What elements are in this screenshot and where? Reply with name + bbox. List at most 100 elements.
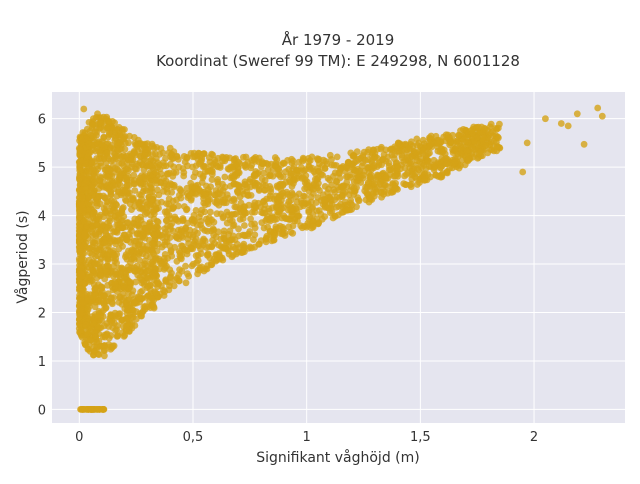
data-point	[465, 155, 472, 163]
data-point	[267, 185, 275, 193]
data-point	[94, 324, 102, 331]
data-point	[184, 270, 191, 278]
data-point	[100, 406, 108, 413]
data-point	[427, 132, 435, 140]
data-point	[564, 122, 572, 130]
data-point	[144, 282, 152, 290]
data-point	[228, 211, 235, 219]
data-point	[129, 313, 137, 321]
data-point	[197, 158, 204, 166]
data-point	[437, 164, 444, 172]
data-point	[164, 222, 171, 230]
data-point	[343, 207, 351, 214]
data-point	[83, 177, 90, 185]
data-point	[350, 152, 358, 160]
data-point	[557, 120, 565, 127]
data-point	[451, 158, 459, 166]
data-point	[265, 207, 273, 215]
data-point	[152, 289, 160, 296]
data-point	[230, 196, 238, 204]
data-point	[285, 198, 293, 205]
data-point	[111, 132, 119, 140]
data-point	[226, 238, 233, 246]
data-point	[135, 293, 142, 300]
data-point	[259, 209, 267, 217]
data-point	[297, 167, 305, 175]
x-tick-label: 0,5	[183, 430, 204, 445]
data-point	[108, 142, 115, 149]
data-point	[232, 250, 240, 258]
data-point	[333, 153, 341, 161]
data-point	[204, 251, 212, 259]
data-point	[309, 210, 317, 218]
data-point	[385, 159, 393, 167]
data-point	[229, 222, 237, 230]
data-point	[247, 215, 255, 223]
data-point	[167, 160, 174, 168]
data-point	[212, 233, 220, 241]
data-point	[87, 201, 95, 209]
data-point	[321, 197, 329, 205]
data-point	[133, 221, 140, 229]
data-point	[265, 172, 273, 180]
data-point	[308, 153, 316, 161]
data-point	[208, 176, 216, 184]
data-point	[114, 146, 122, 154]
data-point	[131, 215, 139, 223]
data-point	[100, 298, 107, 305]
data-point	[179, 242, 187, 250]
data-point	[109, 342, 117, 350]
data-point	[206, 158, 214, 166]
data-point	[125, 296, 133, 303]
data-point	[111, 280, 119, 287]
data-point	[246, 243, 254, 251]
data-point	[273, 201, 280, 209]
data-point	[104, 246, 111, 254]
data-point	[160, 254, 168, 262]
data-point	[411, 173, 419, 181]
data-point	[112, 271, 119, 278]
data-point	[130, 253, 138, 261]
data-point	[111, 309, 119, 317]
data-point	[92, 292, 99, 299]
data-point	[464, 134, 471, 141]
data-point	[119, 329, 126, 337]
data-point	[144, 140, 151, 148]
data-point	[194, 257, 202, 264]
data-point	[95, 213, 102, 221]
data-point	[108, 318, 116, 326]
data-point	[542, 115, 549, 123]
data-point	[110, 262, 118, 270]
data-point	[431, 163, 438, 170]
data-point	[419, 147, 427, 155]
data-point	[185, 231, 193, 239]
data-point	[83, 331, 91, 339]
data-point	[77, 243, 85, 251]
data-point	[288, 212, 295, 220]
data-point	[89, 121, 96, 129]
data-point	[103, 268, 111, 276]
data-point	[190, 173, 198, 181]
data-point	[209, 168, 216, 176]
data-point	[85, 303, 93, 310]
data-point	[180, 153, 188, 160]
data-point	[100, 134, 108, 142]
data-point	[370, 188, 377, 196]
data-point	[107, 295, 115, 303]
data-point	[189, 153, 197, 161]
data-point	[291, 176, 298, 184]
data-point	[143, 204, 151, 212]
data-point	[122, 322, 130, 330]
data-point	[201, 191, 209, 198]
data-point	[414, 165, 422, 172]
data-point	[257, 203, 264, 211]
data-point	[208, 150, 216, 158]
data-point	[78, 291, 85, 298]
data-point	[80, 172, 87, 180]
data-point	[299, 173, 307, 181]
data-point	[419, 136, 427, 144]
data-point	[309, 217, 317, 225]
y-tick-label: 0	[38, 403, 46, 418]
